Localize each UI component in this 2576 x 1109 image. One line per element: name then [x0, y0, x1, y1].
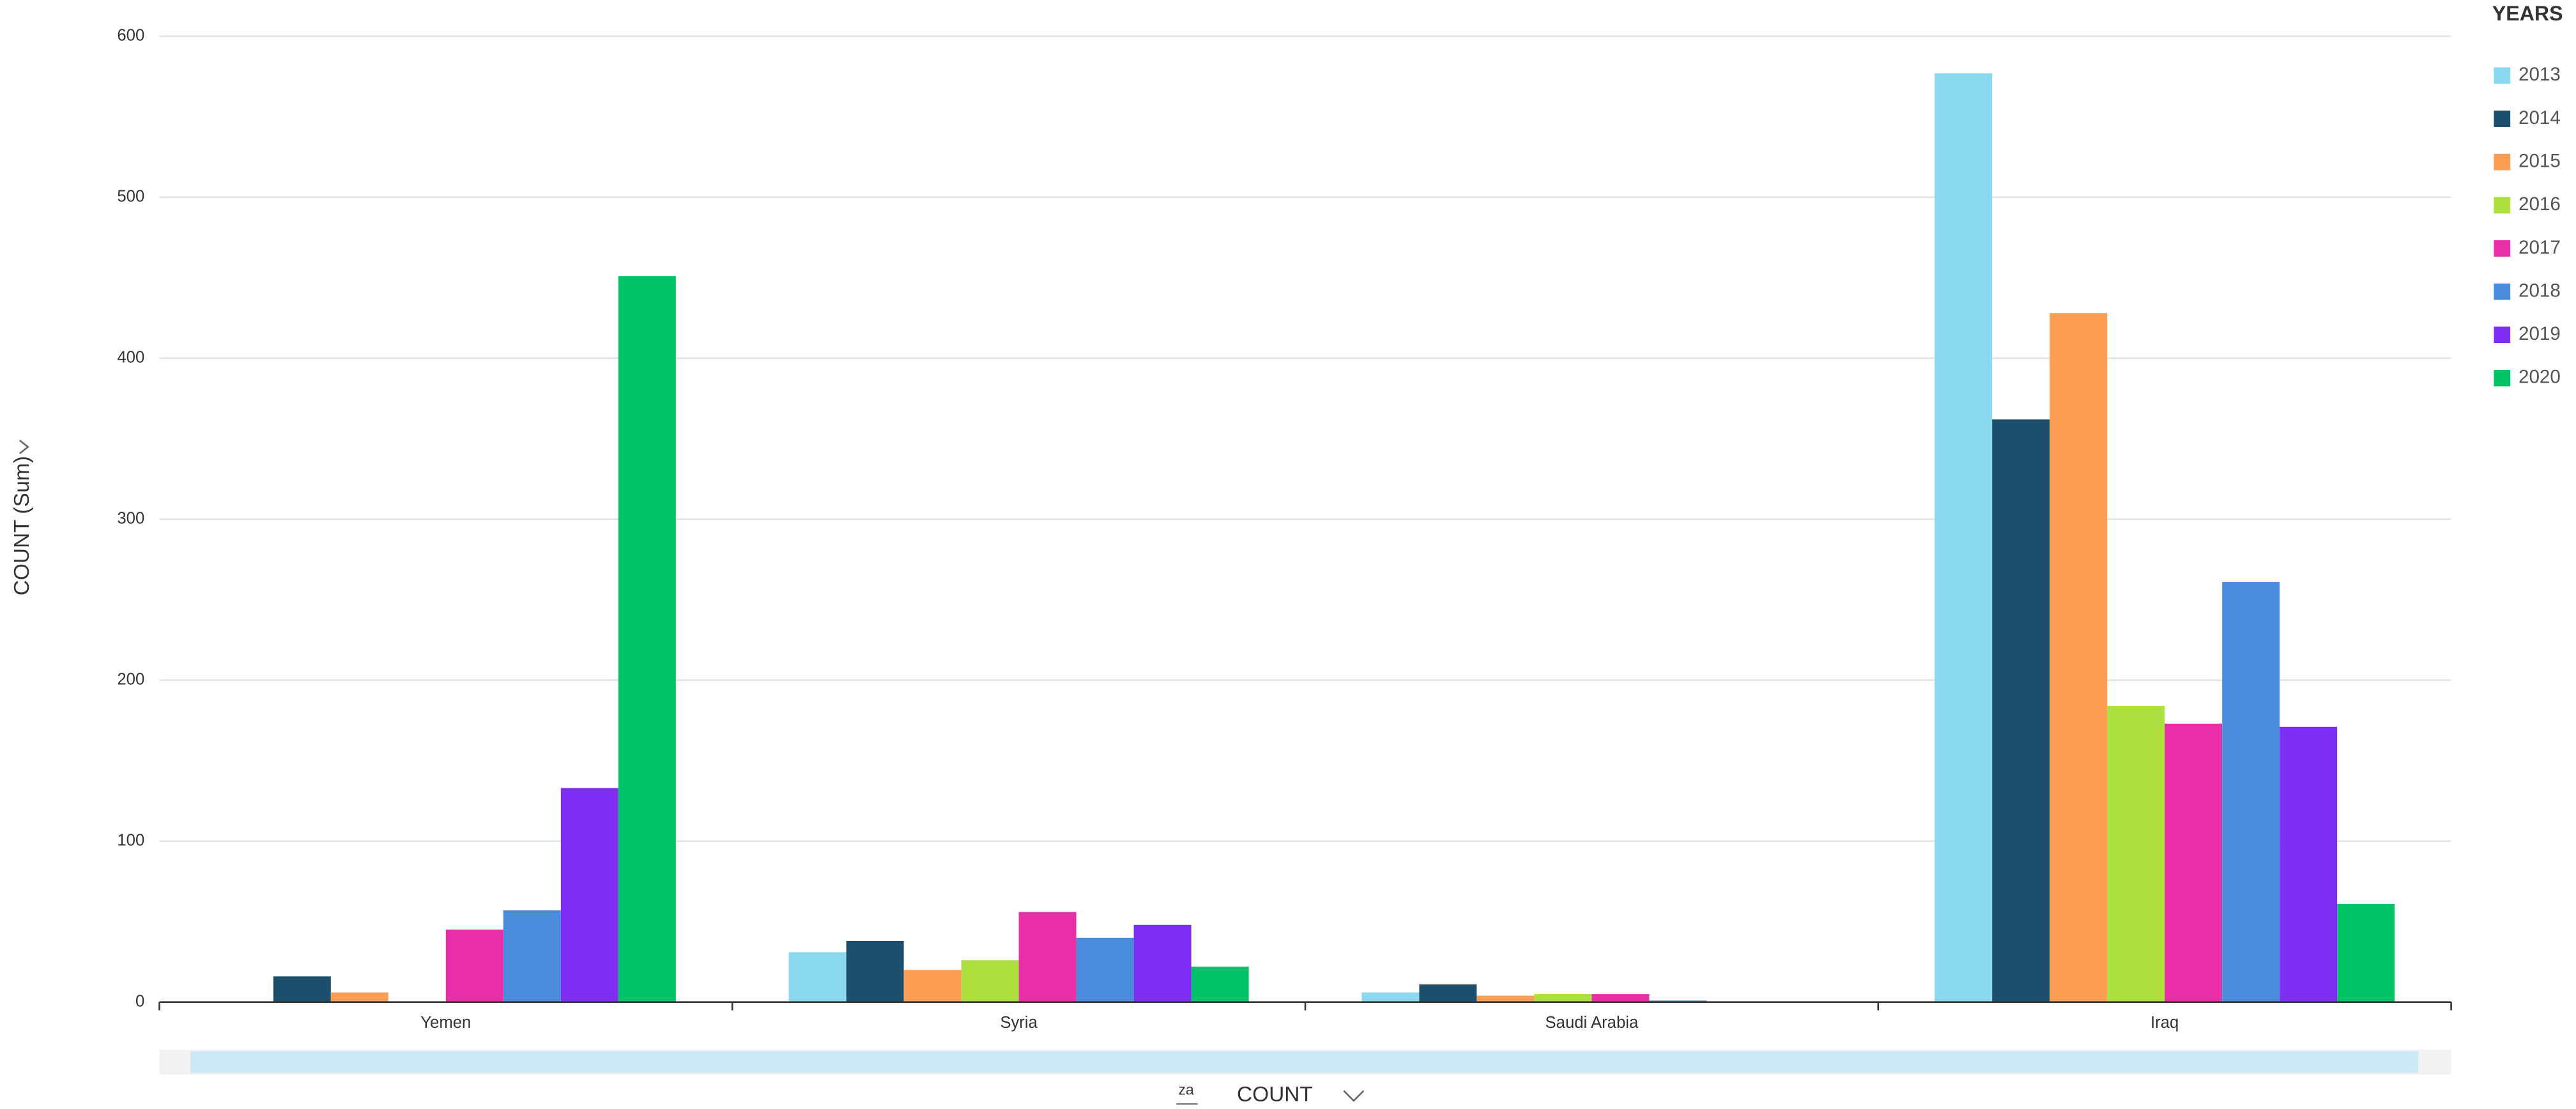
x-tick-label: Yemen — [420, 1014, 471, 1032]
x-tick-label: Syria — [1000, 1014, 1038, 1032]
bar — [1076, 937, 1134, 1002]
legend-swatch — [2494, 111, 2511, 127]
bar — [503, 910, 561, 1002]
bar — [1018, 912, 1077, 1002]
sort-icon[interactable]: za — [1178, 1082, 1194, 1098]
legend-label: 2017 — [2518, 237, 2561, 258]
bar — [903, 970, 962, 1002]
y-tick-label: 400 — [117, 349, 144, 367]
legend-swatch — [2494, 283, 2511, 300]
legend-swatch — [2494, 369, 2511, 386]
bar — [2337, 903, 2395, 1002]
bar — [618, 276, 676, 1002]
y-axis-menu-chevron[interactable] — [19, 440, 29, 454]
bar — [788, 952, 847, 1002]
bar — [1361, 992, 1420, 1002]
legend-swatch — [2494, 240, 2511, 257]
legend-swatch — [2494, 197, 2511, 214]
legend-label: 2020 — [2518, 367, 2561, 388]
bar — [1191, 967, 1249, 1002]
bar — [2050, 313, 2108, 1002]
bar — [961, 960, 1019, 1002]
bar — [273, 976, 331, 1002]
legend-label: 2016 — [2518, 194, 2561, 215]
bar — [1591, 994, 1650, 1002]
bar — [2280, 726, 2338, 1002]
x-tick-label: Saudi Arabia — [1545, 1014, 1639, 1032]
y-tick-label: 500 — [117, 188, 144, 206]
bar — [445, 929, 503, 1002]
bar — [846, 940, 904, 1002]
x-axis-title: COUNT — [1237, 1083, 1313, 1106]
legend-title: YEARS — [2492, 2, 2563, 25]
bar — [1534, 994, 1592, 1002]
y-tick-label: 0 — [135, 993, 144, 1011]
bar — [1419, 984, 1477, 1002]
legend-swatch — [2494, 67, 2511, 84]
legend-label: 2019 — [2518, 323, 2561, 344]
scrollbar-thumb[interactable] — [190, 1051, 2419, 1073]
bar — [560, 788, 618, 1002]
legend-swatch — [2494, 326, 2511, 344]
legend-label: 2014 — [2518, 107, 2561, 128]
y-tick-label: 200 — [117, 671, 144, 689]
bar — [1935, 73, 1993, 1002]
bar — [2222, 581, 2280, 1002]
legend-swatch — [2494, 153, 2511, 171]
bar — [1476, 995, 1535, 1002]
legend-label: 2015 — [2518, 150, 2561, 171]
bar — [1992, 419, 2050, 1002]
y-tick-label: 300 — [117, 510, 144, 528]
x-tick-label: Iraq — [2150, 1014, 2179, 1032]
bar — [1133, 924, 1192, 1002]
y-tick-label: 100 — [117, 832, 144, 850]
bar — [2107, 706, 2165, 1002]
y-axis-title: COUNT (Sum) — [10, 456, 34, 595]
legend-label: 2013 — [2518, 64, 2561, 85]
bar — [330, 992, 388, 1002]
bar — [2165, 723, 2223, 1002]
legend-label: 2018 — [2518, 280, 2561, 301]
x-axis-menu-chevron[interactable] — [1343, 1090, 1365, 1102]
y-tick-label: 600 — [117, 27, 144, 45]
